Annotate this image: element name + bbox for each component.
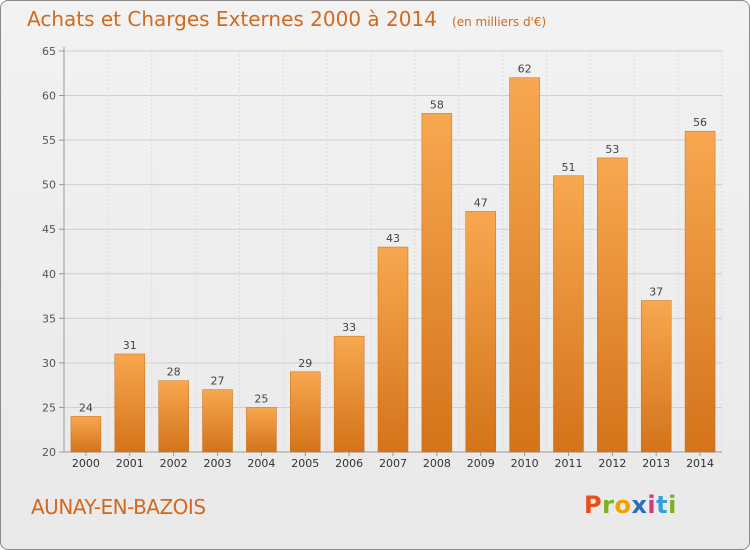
data-label-2004: 25 bbox=[254, 392, 268, 405]
x-tick-label-2014: 2014 bbox=[686, 457, 714, 470]
y-tick-label: 60 bbox=[42, 90, 56, 103]
bar-2012 bbox=[597, 157, 628, 453]
bar-2003 bbox=[202, 389, 233, 453]
logo-letter: P bbox=[584, 491, 603, 519]
data-label-2000: 24 bbox=[79, 401, 93, 414]
place-name: AUNAY-EN-BAZOIS bbox=[31, 495, 206, 519]
y-tick-label: 45 bbox=[42, 223, 56, 236]
x-tick-label-2010: 2010 bbox=[511, 457, 539, 470]
bar-2014 bbox=[684, 130, 716, 453]
y-tick-label: 35 bbox=[42, 312, 56, 325]
data-label-2001: 31 bbox=[123, 339, 137, 352]
y-tick-label: 20 bbox=[42, 446, 56, 459]
data-label-2010: 62 bbox=[518, 63, 532, 76]
data-label-2014: 56 bbox=[693, 116, 707, 129]
y-tick-label: 40 bbox=[42, 268, 56, 281]
data-label-2013: 37 bbox=[649, 286, 663, 299]
axes: 20 25 30 35 40 45 50 55 60 65 2000 2001 2002 2003 2004… bbox=[42, 45, 722, 470]
data-label-2007: 43 bbox=[386, 232, 400, 245]
data-label-2002: 28 bbox=[167, 366, 181, 379]
x-tick-label-2005: 2005 bbox=[291, 457, 319, 470]
y-tick-label: 55 bbox=[42, 134, 56, 147]
bar-2007 bbox=[377, 246, 409, 453]
logo-letter: i bbox=[668, 491, 677, 519]
title-row: Achats et Charges Externes 2000 à 2014 (… bbox=[27, 7, 546, 31]
x-tick-label-2006: 2006 bbox=[335, 457, 363, 470]
bar-2000 bbox=[70, 416, 102, 453]
proxiti-logo: Proxiti bbox=[584, 491, 677, 519]
bar-2004 bbox=[246, 407, 277, 453]
logo-letter: x bbox=[631, 491, 648, 519]
x-tick-label-2003: 2003 bbox=[204, 457, 232, 470]
y-tick-label: 50 bbox=[42, 179, 56, 192]
logo-letter: r bbox=[602, 491, 615, 519]
data-label-2012: 53 bbox=[605, 143, 619, 156]
x-tick-label-2012: 2012 bbox=[598, 457, 626, 470]
unit-note: (en milliers d'€) bbox=[452, 15, 547, 29]
data-label-2006: 33 bbox=[342, 321, 356, 334]
bar-2013 bbox=[640, 300, 672, 453]
y-tick-label: 65 bbox=[42, 45, 56, 58]
data-label-2003: 27 bbox=[211, 375, 225, 388]
y-tick-label: 25 bbox=[42, 401, 56, 414]
bar-2010 bbox=[509, 77, 540, 453]
bar-2011 bbox=[553, 175, 584, 453]
bar-2005 bbox=[290, 371, 321, 453]
data-label-2009: 47 bbox=[474, 196, 488, 209]
x-tick-label-2013: 2013 bbox=[642, 457, 670, 470]
bar-2008 bbox=[421, 113, 453, 453]
logo-letter: t bbox=[656, 491, 669, 519]
x-tick-label-2000: 2000 bbox=[72, 457, 100, 470]
x-tick-label-2011: 2011 bbox=[554, 457, 582, 470]
x-tick-label-2004: 2004 bbox=[247, 457, 275, 470]
bar-2009 bbox=[465, 211, 496, 453]
data-label-2005: 29 bbox=[298, 357, 312, 370]
data-label-2008: 58 bbox=[430, 98, 444, 111]
x-tick-label-2002: 2002 bbox=[160, 457, 188, 470]
data-labels: 24 31 28 27 25 29 33 43 58 47 62 51 53 37 56 bbox=[79, 63, 707, 415]
bar-2006 bbox=[333, 335, 365, 453]
bars bbox=[70, 77, 716, 453]
chart-title: Achats et Charges Externes 2000 à 2014 bbox=[27, 7, 437, 31]
y-tick-label: 30 bbox=[42, 357, 56, 370]
x-tick-label-2001: 2001 bbox=[116, 457, 144, 470]
bar-2001 bbox=[114, 353, 146, 453]
logo-letter: o bbox=[614, 491, 632, 519]
bar-2002 bbox=[158, 380, 189, 453]
x-tick-label-2009: 2009 bbox=[467, 457, 495, 470]
data-label-2011: 51 bbox=[561, 161, 575, 174]
x-tick-label-2008: 2008 bbox=[423, 457, 451, 470]
logo-letter: i bbox=[647, 491, 657, 519]
x-tick-label-2007: 2007 bbox=[379, 457, 407, 470]
